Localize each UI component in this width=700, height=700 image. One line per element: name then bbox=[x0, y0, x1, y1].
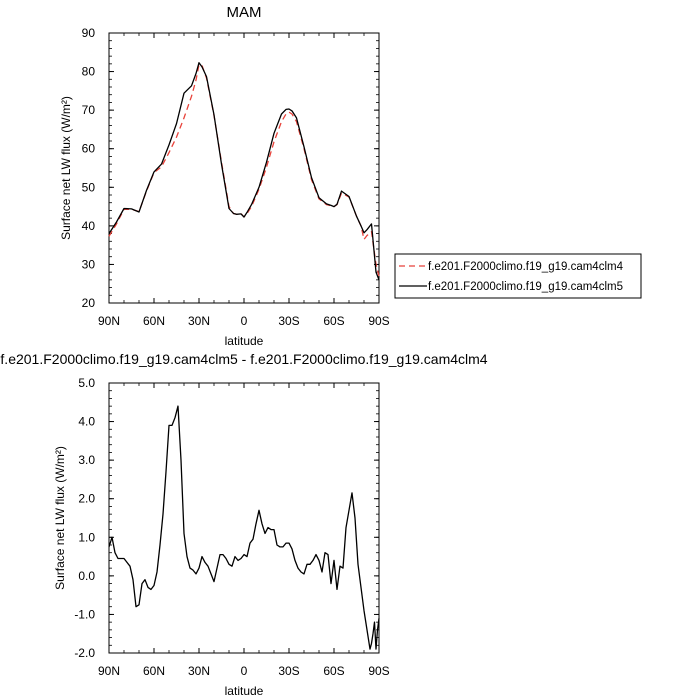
bottom-series-line-1 bbox=[108, 405, 380, 650]
top-series-line-2 bbox=[108, 62, 380, 281]
top-x-axis-label: latitude bbox=[225, 334, 264, 348]
top-x-tick-label: 30N bbox=[188, 314, 210, 328]
bottom-y-tick-label: 2.0 bbox=[78, 492, 95, 506]
top-y-tick-label: 70 bbox=[82, 103, 96, 117]
bottom-axis-ticks bbox=[108, 382, 380, 654]
bottom-plot-area bbox=[108, 382, 380, 654]
bottom-x-tick-label: 60S bbox=[323, 664, 344, 678]
bottom-x-tick-labels: 90N 60N 30N 0 30S 60S 90S bbox=[98, 664, 390, 678]
top-x-tick-label: 0 bbox=[241, 314, 248, 328]
top-y-axis-label: Surface net LW flux (W/m²) bbox=[59, 96, 73, 240]
top-x-tick-label: 30S bbox=[278, 314, 299, 328]
top-chart-title: MAM bbox=[227, 4, 262, 21]
bottom-y-tick-label: 4.0 bbox=[78, 415, 95, 429]
top-y-tick-label: 80 bbox=[82, 65, 96, 79]
top-y-tick-label: 50 bbox=[82, 180, 96, 194]
legend-label-series-2: f.e201.F2000climo.f19_g19.cam4clm5 bbox=[428, 281, 623, 293]
top-y-tick-label: 40 bbox=[82, 219, 96, 233]
bottom-y-tick-labels: -2.0 -1.0 0.0 1.0 2.0 3.0 4.0 5.0 bbox=[74, 376, 95, 660]
bottom-plot-frame bbox=[108, 382, 380, 654]
bottom-x-tick-label: 0 bbox=[241, 664, 248, 678]
legend-label-series-1: f.e201.F2000climo.f19_g19.cam4clm4 bbox=[428, 261, 624, 273]
bottom-y-tick-label: -1.0 bbox=[74, 607, 95, 621]
bottom-series-group bbox=[108, 405, 380, 650]
bottom-y-tick-label: 5.0 bbox=[78, 376, 95, 390]
top-plot-area bbox=[108, 32, 380, 304]
top-x-tick-label: 90N bbox=[98, 314, 120, 328]
bottom-x-tick-label: 30N bbox=[188, 664, 210, 678]
top-x-tick-label: 60N bbox=[143, 314, 165, 328]
bottom-x-tick-label: 90N bbox=[98, 664, 120, 678]
top-plot-frame bbox=[108, 32, 380, 304]
top-y-tick-label: 90 bbox=[82, 26, 96, 40]
bottom-x-tick-label: 30S bbox=[278, 664, 299, 678]
top-y-tick-label: 60 bbox=[82, 142, 96, 156]
bottom-chart: f.e201.F2000climo.f19_g19.cam4clm5 - f.e… bbox=[0, 351, 487, 698]
top-x-tick-label: 60S bbox=[323, 314, 344, 328]
top-y-tick-label: 30 bbox=[82, 257, 96, 271]
bottom-y-tick-label: -2.0 bbox=[74, 646, 95, 660]
bottom-x-tick-label: 90S bbox=[368, 664, 389, 678]
top-axis-ticks bbox=[108, 32, 380, 304]
bottom-y-tick-label: 1.0 bbox=[78, 530, 95, 544]
legend: f.e201.F2000climo.f19_g19.cam4clm4 f.e20… bbox=[394, 253, 642, 299]
bottom-y-tick-label: 3.0 bbox=[78, 453, 95, 467]
bottom-chart-title: f.e201.F2000climo.f19_g19.cam4clm5 - f.e… bbox=[0, 351, 487, 367]
top-x-tick-label: 90S bbox=[368, 314, 389, 328]
top-chart: MAM 90N 60N 30N 0 30S 60S 90S 20 30 40 50 60 70 80 90… bbox=[59, 4, 642, 348]
top-series-group bbox=[108, 62, 380, 281]
top-series-line-1 bbox=[108, 63, 380, 277]
bottom-y-tick-label: 0.0 bbox=[78, 569, 95, 583]
top-y-tick-label: 20 bbox=[82, 296, 96, 310]
bottom-y-axis-label: Surface net LW flux (W/m²) bbox=[53, 446, 67, 590]
bottom-x-tick-label: 60N bbox=[143, 664, 165, 678]
legend-box bbox=[394, 253, 642, 299]
top-y-tick-labels: 20 30 40 50 60 70 80 90 bbox=[82, 26, 96, 310]
top-x-tick-labels: 90N 60N 30N 0 30S 60S 90S bbox=[98, 314, 390, 328]
bottom-x-axis-label: latitude bbox=[225, 684, 264, 698]
